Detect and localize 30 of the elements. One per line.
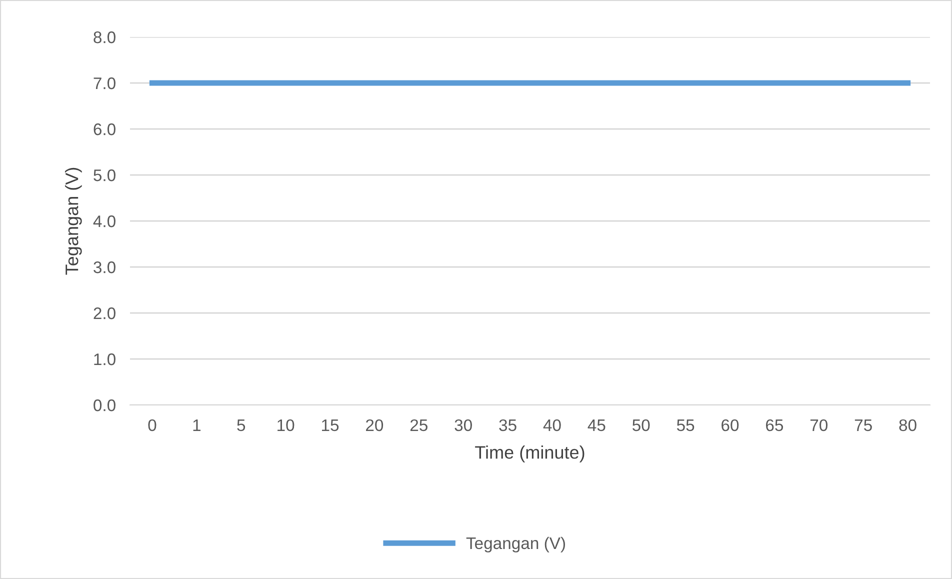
x-tick-label: 70 (810, 419, 828, 432)
x-tick-label: 0 (148, 419, 156, 432)
x-tick-label: 5 (237, 420, 246, 432)
y-tick-label: 3.0 (94, 261, 116, 274)
x-tick-label: 1 (193, 420, 200, 431)
x-tick-label: 55 (676, 420, 694, 432)
legend-label: Tegangan (V) (466, 536, 565, 552)
y-axis-title: Tegangan (V) (65, 168, 82, 275)
y-tick-label: 5.0 (94, 169, 116, 182)
y-tick-label: 7.0 (94, 77, 116, 90)
y-tick-label: 0.0 (94, 399, 116, 412)
x-axis-title: Time (minute) (475, 446, 584, 462)
x-tick-label: 75 (854, 420, 872, 432)
y-tick-label: 8.0 (94, 31, 116, 44)
y-tick-label: 1.0 (94, 353, 116, 366)
x-tick-label: 25 (410, 419, 428, 432)
x-tick-label: 35 (499, 419, 516, 432)
x-tick-label: 30 (454, 419, 472, 432)
x-tick-label: 65 (766, 419, 784, 432)
x-tick-label: 80 (899, 419, 916, 432)
x-tick-label: 20 (366, 419, 384, 432)
y-tick-label: 2.0 (94, 307, 116, 320)
x-tick-label: 15 (322, 420, 339, 432)
x-tick-label: 50 (632, 419, 650, 432)
y-tick-label: 6.0 (94, 123, 116, 136)
y-tick-label: 4.0 (93, 215, 116, 228)
x-tick-label: 40 (543, 419, 561, 432)
x-tick-label: 45 (588, 420, 606, 432)
x-tick-label: 60 (722, 419, 739, 432)
x-tick-label: 10 (278, 419, 294, 432)
